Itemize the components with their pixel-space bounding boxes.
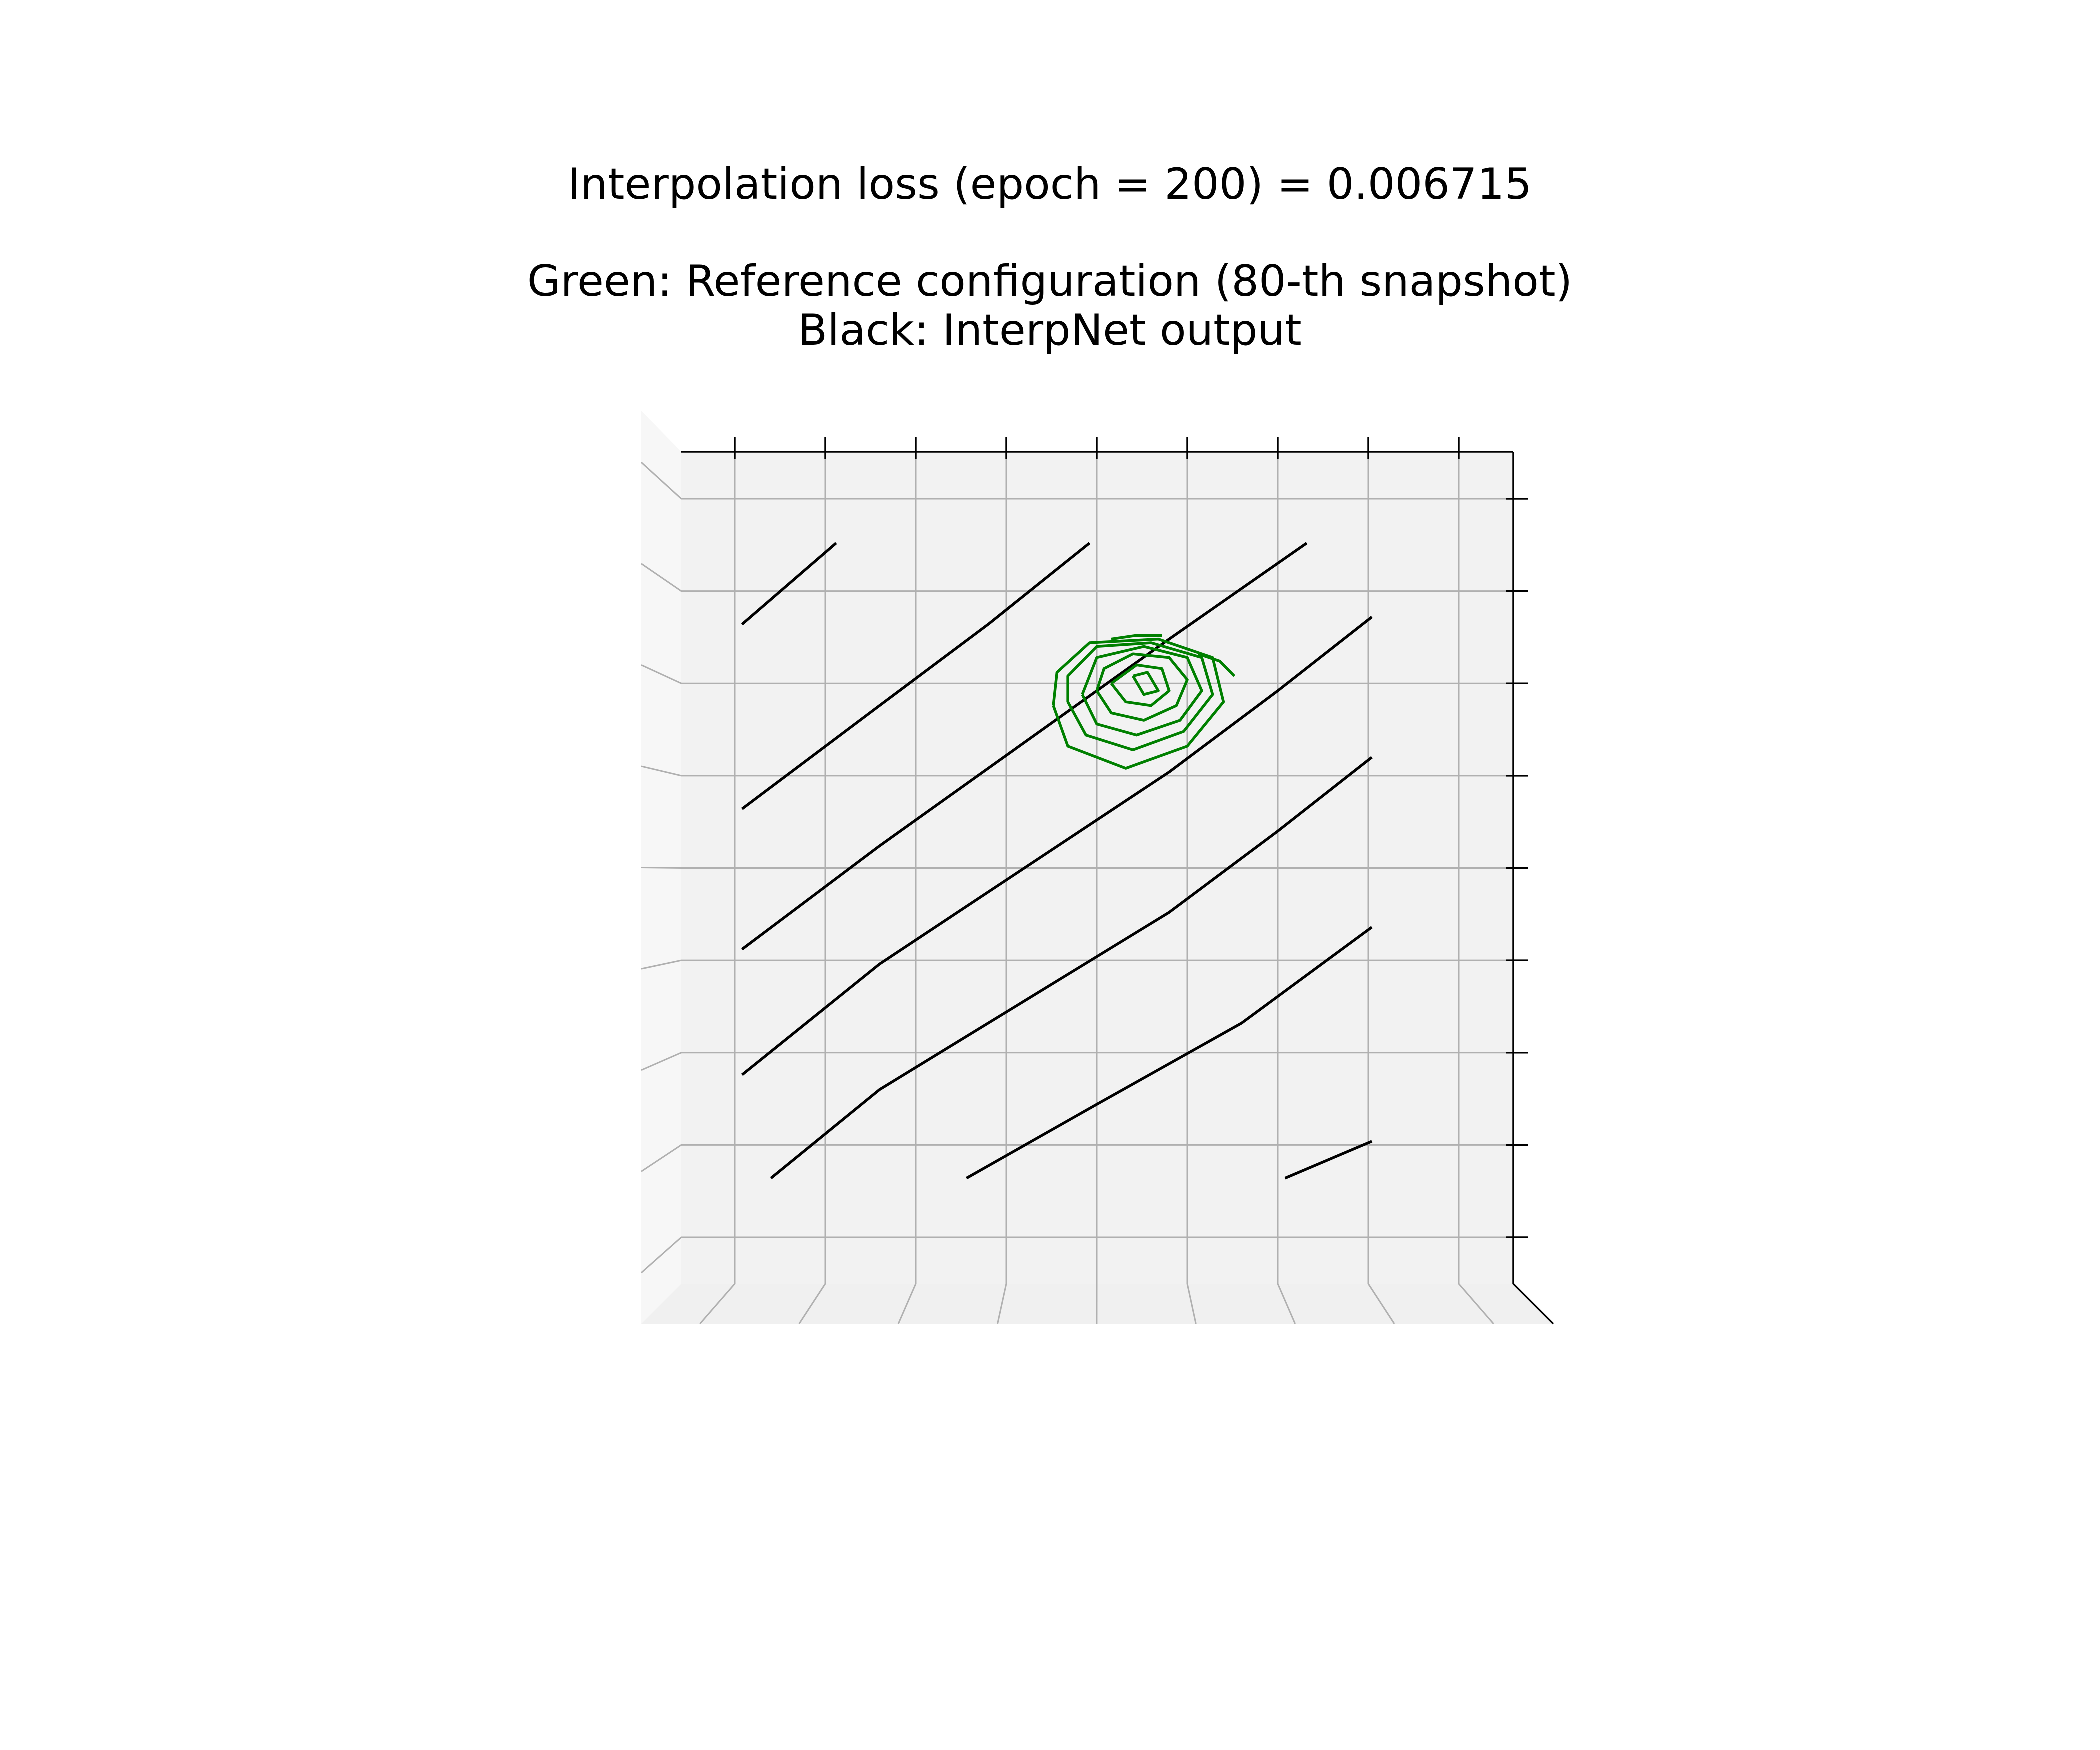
- grid-line-floor: [997, 1284, 1008, 1324]
- grid-line-floor: [798, 1284, 826, 1324]
- grid-line-wall: [641, 563, 682, 592]
- title-block: Interpolation loss (epoch = 200) = 0.006…: [0, 160, 2100, 355]
- grid-line-floor: [700, 1284, 736, 1324]
- output-series: [741, 542, 1373, 1180]
- grid-line-floor: [1277, 1284, 1296, 1324]
- axis-ticks: [734, 437, 1528, 1238]
- grid-line-floor: [898, 1284, 917, 1324]
- legend-output-text: Black: InterpNet output: [798, 306, 1302, 356]
- grid-line-floor: [1368, 1284, 1396, 1324]
- output-contour-line: [770, 756, 1373, 1180]
- grid-line-wall: [640, 462, 682, 500]
- reference-contour-line: [1081, 645, 1204, 737]
- output-contour-line: [741, 542, 838, 626]
- reference-contour-line: [1198, 652, 1236, 678]
- z-axis-line: [1512, 1283, 1554, 1325]
- grid-line-wall: [641, 664, 682, 684]
- output-contour-line: [741, 616, 1373, 1076]
- output-contour-line: [1284, 1140, 1373, 1180]
- output-contour-line: [741, 542, 1308, 951]
- output-contour-line: [966, 926, 1373, 1180]
- reference-contour-line: [1132, 671, 1160, 696]
- chart-title: Interpolation loss (epoch = 200) = 0.006…: [568, 160, 1532, 210]
- grid-line-wall: [641, 1236, 682, 1274]
- grid-line-wall: [641, 1052, 682, 1072]
- grid-line-wall: [641, 766, 682, 777]
- output-contour-line: [741, 542, 1091, 810]
- reference-contour-line: [1052, 638, 1226, 770]
- reference-series: [1052, 634, 1236, 770]
- reference-contour-line: [1096, 652, 1189, 722]
- grid-line-floor: [1458, 1284, 1494, 1324]
- grid-line-wall: [641, 1144, 682, 1172]
- grid-lines: [640, 452, 1514, 1324]
- grid-line-wall: [641, 960, 682, 970]
- grid-line-floor: [1186, 1284, 1197, 1324]
- legend-reference-text: Green: Reference configuration (80-th sn…: [527, 256, 1573, 306]
- reference-contour-line: [1111, 634, 1162, 641]
- reference-contour-line: [1066, 642, 1214, 752]
- reference-contour-line: [1110, 664, 1171, 708]
